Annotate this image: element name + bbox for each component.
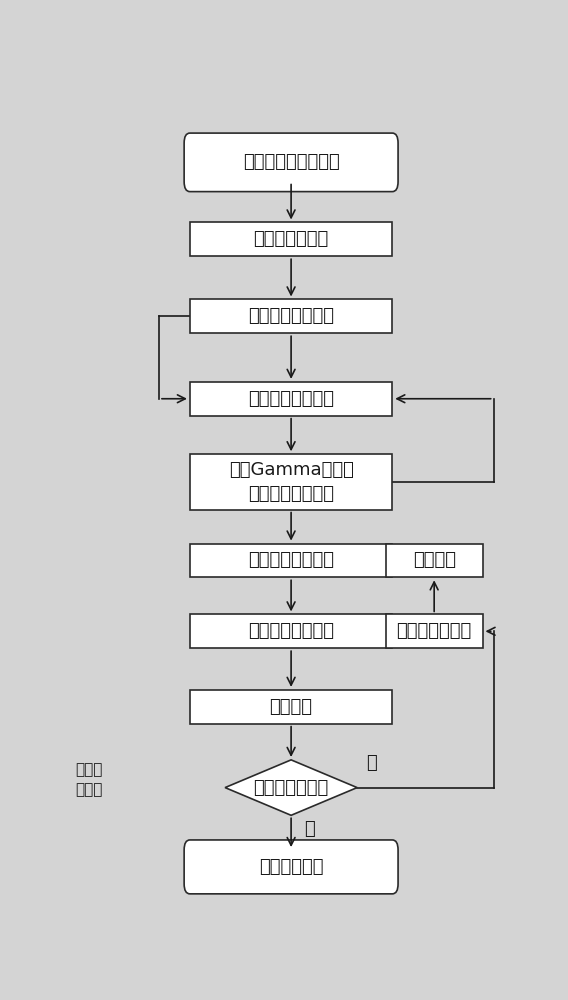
Text: 高斯平滑: 高斯平滑: [413, 551, 456, 569]
Polygon shape: [225, 760, 357, 815]
Text: 重设水平集函数: 重设水平集函数: [396, 622, 472, 640]
Text: 设置迭代停止阈值: 设置迭代停止阈值: [248, 307, 334, 325]
Text: 输入待分割的体数据: 输入待分割的体数据: [243, 153, 340, 171]
Bar: [386, 614, 483, 648]
Text: 收敛到目标边界: 收敛到目标边界: [253, 779, 329, 797]
Text: 演化曲
面越界: 演化曲 面越界: [76, 762, 103, 797]
FancyBboxPatch shape: [184, 840, 398, 894]
Bar: [190, 382, 392, 416]
Bar: [190, 690, 392, 724]
Bar: [190, 544, 392, 577]
Text: 否: 否: [366, 754, 377, 772]
Text: 是: 是: [304, 820, 315, 838]
Text: 曲面演化: 曲面演化: [270, 698, 312, 716]
FancyBboxPatch shape: [184, 133, 398, 192]
Bar: [386, 544, 483, 577]
Bar: [190, 222, 392, 256]
Text: 计算边缘停止函数: 计算边缘停止函数: [248, 622, 334, 640]
Bar: [190, 299, 392, 333]
Text: 计算边缘停止阈值: 计算边缘停止阈值: [248, 551, 334, 569]
Text: 设置累积分布概率: 设置累积分布概率: [248, 390, 334, 408]
Bar: [190, 614, 392, 648]
Text: 设置初始轮廓面: 设置初始轮廓面: [253, 230, 329, 248]
Text: 估计Gamma分布尺
度参数和形状参数: 估计Gamma分布尺 度参数和形状参数: [229, 461, 353, 503]
Text: 输出分割结果: 输出分割结果: [259, 858, 323, 876]
Bar: [190, 454, 392, 510]
